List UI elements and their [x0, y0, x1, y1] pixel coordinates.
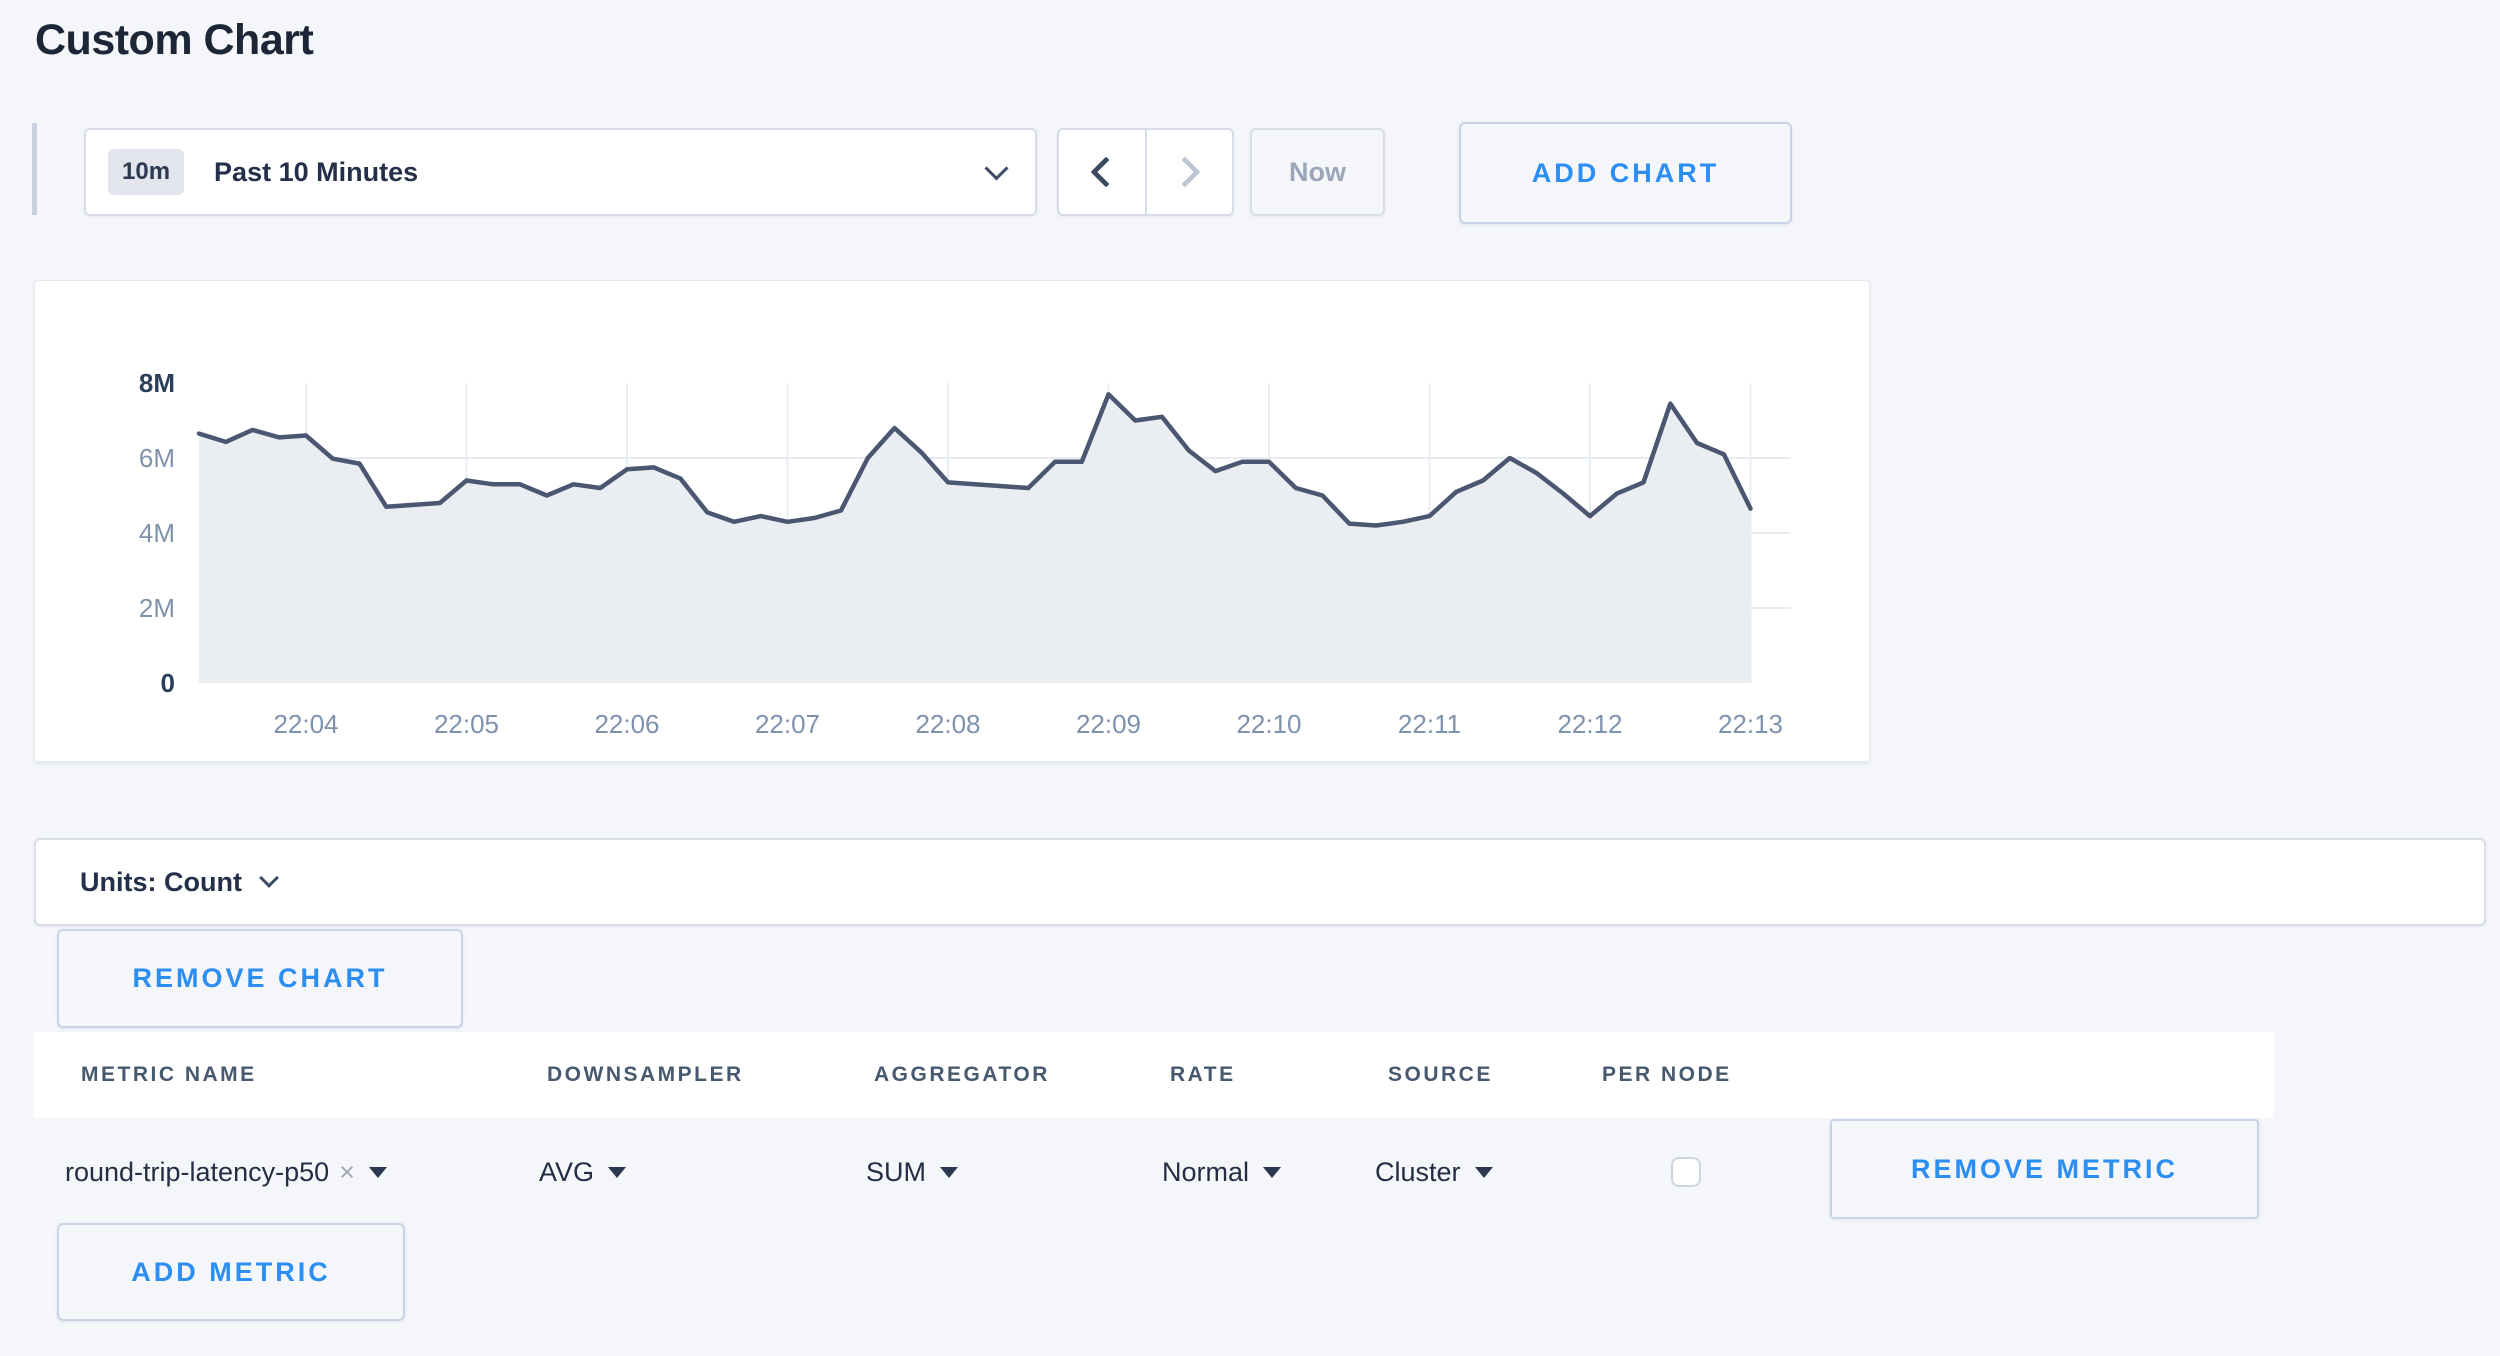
units-label: Units: Count [80, 866, 242, 897]
remove-chart-button[interactable]: REMOVE CHART [57, 929, 463, 1028]
chevron-left-icon [1090, 156, 1122, 188]
chart-card: 0 2M 4M 6M 8M 22:04 22:05 22:06 22:07 22:08 22:09 2… [34, 280, 1870, 762]
y-axis-tick-label: 6M [139, 443, 175, 473]
y-axis-tick-label: 0 [161, 668, 175, 698]
caret-down-icon [1263, 1166, 1282, 1178]
x-axis-tick-label: 22:07 [755, 709, 820, 739]
y-axis-tick-label: 4M [139, 518, 175, 548]
column-header-aggregator: AGGREGATOR [874, 1063, 1050, 1086]
x-axis-tick-label: 22:06 [594, 709, 659, 739]
x-axis-tick-label: 22:10 [1236, 709, 1301, 739]
caret-down-icon [940, 1166, 958, 1178]
source-value: Cluster [1375, 1156, 1461, 1187]
x-axis-tick-label: 22:05 [434, 709, 499, 739]
rate-select[interactable]: Normal [1162, 1118, 1282, 1226]
caret-down-icon [608, 1166, 627, 1178]
toolbar-accent-bar [32, 123, 37, 215]
x-axis-tick-label: 22:04 [273, 709, 338, 739]
column-header-rate: RATE [1170, 1063, 1236, 1086]
add-metric-button[interactable]: ADD METRIC [57, 1223, 405, 1321]
time-window-badge: 10m [108, 149, 185, 195]
next-time-button[interactable] [1144, 130, 1233, 214]
caret-down-icon [368, 1166, 387, 1178]
downsampler-value: AVG [539, 1156, 595, 1187]
now-button[interactable]: Now [1250, 128, 1385, 216]
metric-table-header: METRIC NAME DOWNSAMPLER AGGREGATOR RATE … [34, 1032, 2274, 1118]
time-window-select[interactable]: 10m Past 10 Minutes [84, 128, 1037, 216]
units-select[interactable]: Units: Count [34, 838, 2486, 926]
rate-value: Normal [1162, 1156, 1250, 1187]
x-axis-tick-label: 22:13 [1718, 709, 1783, 739]
metric-name-value: round-trip-latency-p50 [65, 1156, 330, 1187]
series-area [199, 394, 1751, 683]
x-axis-tick-label: 22:11 [1398, 709, 1461, 739]
x-axis-tick-label: 22:12 [1557, 709, 1622, 739]
downsampler-select[interactable]: AVG [539, 1118, 627, 1226]
chevron-down-icon [984, 155, 1009, 181]
x-axis-tick-label: 22:08 [915, 709, 980, 739]
clear-metric-icon[interactable]: × [339, 1156, 355, 1187]
y-axis-tick-label: 8M [139, 368, 175, 398]
column-header-metric-name: METRIC NAME [81, 1063, 257, 1086]
caret-down-icon [1474, 1166, 1493, 1178]
prev-time-button[interactable] [1059, 130, 1145, 214]
column-header-source: SOURCE [1388, 1063, 1493, 1086]
per-node-checkbox[interactable] [1671, 1157, 1701, 1187]
metric-name-select[interactable]: round-trip-latency-p50 × [65, 1118, 387, 1226]
x-axis-tick-label: 22:09 [1076, 709, 1141, 739]
metric-table-row: round-trip-latency-p50 × AVG SUM Normal … [0, 1118, 2500, 1226]
source-select[interactable]: Cluster [1375, 1118, 1493, 1226]
timeseries-chart: 0 2M 4M 6M 8M 22:04 22:05 22:06 22:07 22:08 22:09 2… [139, 368, 1791, 739]
remove-metric-button[interactable]: REMOVE METRIC [1830, 1119, 2259, 1219]
column-header-downsampler: DOWNSAMPLER [547, 1063, 744, 1086]
time-nav-arrows [1057, 128, 1234, 216]
aggregator-select[interactable]: SUM [866, 1118, 958, 1226]
add-chart-button[interactable]: ADD CHART [1459, 122, 1792, 224]
page-title: Custom Chart [35, 16, 314, 64]
aggregator-value: SUM [866, 1156, 926, 1187]
series-line [196, 392, 1753, 528]
y-axis-tick-label: 2M [139, 593, 175, 623]
time-window-label: Past 10 Minutes [214, 156, 419, 187]
column-header-per-node: PER NODE [1602, 1063, 1732, 1086]
chevron-right-icon [1169, 156, 1201, 188]
chevron-down-icon [259, 868, 279, 888]
